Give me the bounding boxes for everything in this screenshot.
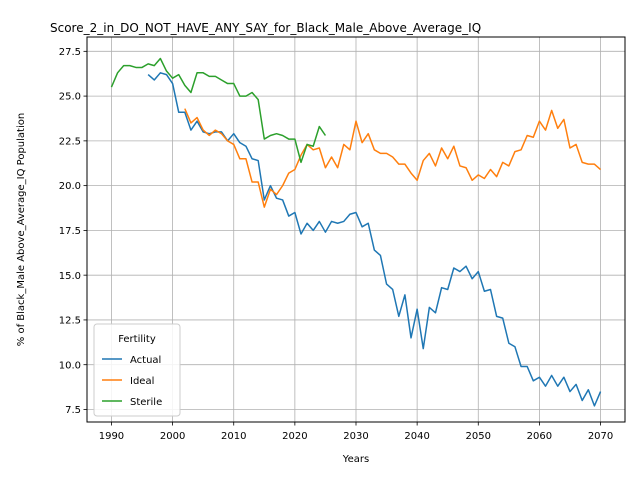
y-tick-label: 7.5 [65, 405, 81, 416]
chart-title: Score_2_in_DO_NOT_HAVE_ANY_SAY_for_Black… [50, 21, 481, 35]
y-tick-label: 10.0 [59, 360, 81, 371]
x-tick-label: 1990 [99, 431, 124, 442]
y-axis: 7.5 10.0 12.5 15.0 17.5 20.0 22.5 25.0 27.5 [59, 47, 87, 416]
x-tick-label: 2010 [221, 431, 246, 442]
x-tick-label: 2070 [588, 431, 613, 442]
x-tick-label: 2030 [343, 431, 368, 442]
y-tick-label: 15.0 [59, 271, 81, 282]
legend-box [93, 323, 181, 417]
series-line-sterile [110, 57, 327, 164]
y-tick-label: 27.5 [59, 47, 81, 58]
legend-label-sterile: Sterile [130, 397, 162, 408]
x-tick-label: 2050 [466, 431, 491, 442]
x-axis-label: Years [342, 454, 369, 465]
series-actual [147, 72, 602, 407]
y-tick-label: 25.0 [59, 92, 81, 103]
x-tick-label: 2060 [527, 431, 552, 442]
legend-title: Fertility [118, 334, 156, 345]
y-tick-label: 22.5 [59, 136, 81, 147]
grid-lines [87, 37, 625, 422]
x-axis: 1990 2000 2010 2020 2030 2040 2050 2060 2070 [99, 422, 613, 442]
series-sterile [110, 57, 327, 164]
legend: Fertility Actual Ideal Sterile [93, 323, 181, 417]
y-tick-label: 17.5 [59, 226, 81, 237]
series-ideal [184, 108, 602, 208]
x-tick-label: 2020 [282, 431, 307, 442]
x-tick-label: 2040 [404, 431, 429, 442]
series-lines [110, 57, 602, 407]
y-tick-label: 12.5 [59, 316, 81, 327]
legend-label-actual: Actual [130, 355, 161, 366]
y-axis-label: % of Black_Male Above_Average_IQ Populat… [16, 113, 27, 346]
x-tick-label: 2000 [160, 431, 185, 442]
legend-label-ideal: Ideal [130, 376, 154, 387]
y-tick-label: 20.0 [59, 181, 81, 192]
